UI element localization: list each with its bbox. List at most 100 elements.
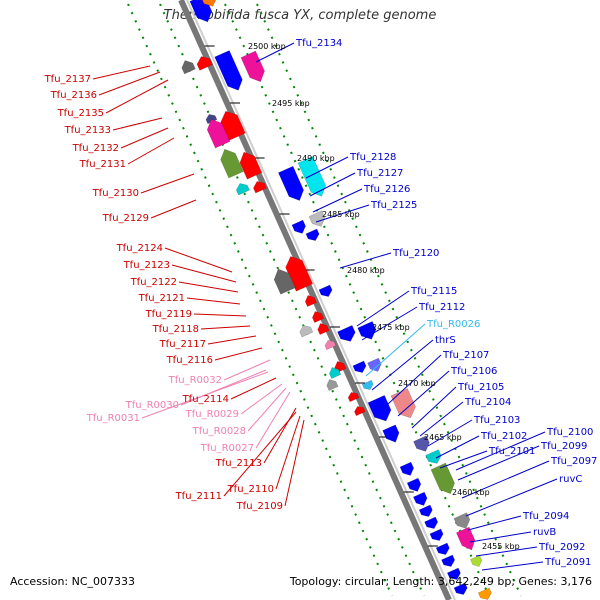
callout-line — [120, 127, 169, 149]
gene-label-tfu-2137: Tfu_2137 — [44, 74, 91, 85]
callout-line — [467, 515, 522, 531]
callout-line — [255, 391, 291, 449]
callout-line — [150, 199, 197, 219]
gene-label-tfu-2124: Tfu_2124 — [116, 243, 163, 254]
forward-gene-feature — [453, 582, 468, 595]
gene-label-tfu-2107: Tfu_2107 — [442, 350, 489, 361]
gene-label-tfu-2135: Tfu_2135 — [57, 108, 104, 119]
reverse-gene-feature — [220, 148, 244, 179]
reverse-gene-feature — [317, 323, 330, 335]
gene-label-tfu-2091: Tfu_2091 — [544, 557, 591, 568]
gene-label-tfu-r0027: Tfu_R0027 — [200, 443, 254, 454]
reverse-gene-feature — [239, 151, 263, 180]
reverse-gene-feature — [273, 268, 296, 295]
callout-line — [178, 281, 239, 293]
gene-label-tfu-2106: Tfu_2106 — [450, 366, 497, 377]
callout-lines — [92, 42, 558, 571]
gene-label-tfu-2092: Tfu_2092 — [538, 542, 585, 553]
track-guides — [127, 3, 522, 597]
forward-gene-feature — [367, 395, 392, 422]
callout-line — [171, 264, 237, 283]
forward-gene-feature — [337, 325, 356, 342]
reverse-gene-feature — [196, 56, 213, 71]
callout-line — [140, 173, 195, 194]
forward-gene-feature — [455, 526, 476, 551]
callout-line — [465, 478, 558, 517]
reverse-gene-feature — [253, 181, 267, 194]
scale-label: 2485 kbp — [322, 210, 360, 219]
outer-forward-guide — [256, 3, 522, 597]
reverse-gene-feature — [299, 325, 314, 338]
callout-line — [263, 407, 297, 464]
callout-line — [481, 561, 544, 571]
forward-gene-feature — [240, 50, 265, 83]
forward-gene-feature — [413, 435, 430, 452]
callout-line — [387, 354, 442, 405]
gene-label-tfu-2129: Tfu_2129 — [102, 213, 149, 224]
forward-gene-feature — [214, 50, 243, 91]
forward-gene-feature — [406, 477, 422, 492]
callout-line — [186, 297, 241, 305]
gene-label-tfu-2134: Tfu_2134 — [295, 38, 342, 49]
scale-label: 2490 kbp — [297, 154, 335, 163]
outer-reverse-guide — [127, 3, 393, 597]
scale-label: 2500 kbp — [248, 42, 286, 51]
inner-forward-guide — [224, 3, 490, 597]
gene-label-tfu-2118: Tfu_2118 — [152, 324, 199, 335]
scale-label: 2470 kbp — [398, 379, 436, 388]
callout-line — [214, 347, 263, 361]
callout-line — [365, 323, 426, 377]
gene-label-ruvc: ruvC — [559, 474, 582, 485]
gene-label-tfu-2109: Tfu_2109 — [236, 501, 283, 512]
callout-line — [247, 387, 287, 432]
callout-line — [105, 79, 169, 114]
reverse-gene-feature — [326, 379, 339, 391]
forward-gene-feature — [425, 449, 442, 464]
forward-gene-labels: Tfu_2134 Tfu_2128 Tfu_2127 Tfu_2126 Tfu_2125… — [295, 38, 597, 568]
gene-label-tfu-2110: Tfu_2110 — [227, 484, 274, 495]
gene-label-tfu-r0026: Tfu_R0026 — [426, 319, 480, 330]
gene-label-tfu-2130: Tfu_2130 — [92, 188, 139, 199]
gene-label-tfu-2121: Tfu_2121 — [138, 293, 185, 304]
callout-line — [475, 546, 538, 557]
callout-line — [240, 383, 283, 415]
gene-label-tfu-2105: Tfu_2105 — [457, 382, 504, 393]
callout-line — [164, 247, 233, 273]
callout-line — [98, 71, 161, 96]
reverse-gene-feature — [236, 183, 250, 196]
gene-label-tfu-2100: Tfu_2100 — [546, 427, 593, 438]
callout-line — [223, 411, 297, 497]
scale-label: 2480 kbp — [347, 266, 385, 275]
gene-label-tfu-2117: Tfu_2117 — [159, 339, 206, 350]
callout-line — [223, 359, 271, 381]
callout-line — [356, 290, 410, 327]
gene-label-tfu-2102: Tfu_2102 — [480, 431, 527, 442]
forward-gene-feature — [418, 504, 433, 517]
forward-gene-feature — [430, 462, 455, 495]
gene-label-tfu-2115: Tfu_2115 — [410, 286, 457, 297]
forward-gene-feature — [441, 554, 455, 567]
reverse-gene-feature — [324, 340, 337, 351]
callout-line — [461, 460, 550, 499]
forward-gene-feature — [318, 284, 333, 297]
gene-label-tfu-2099: Tfu_2099 — [540, 441, 587, 452]
callout-line — [469, 531, 532, 543]
scale-label: 2465 kbp — [424, 433, 462, 442]
forward-gene-feature — [308, 210, 326, 227]
callout-line — [92, 65, 151, 80]
callout-line — [230, 377, 277, 400]
gene-label-tfu-2131: Tfu_2131 — [79, 159, 126, 170]
gene-label-tfu-2122: Tfu_2122 — [130, 277, 177, 288]
gene-label-tfu-2132: Tfu_2132 — [72, 143, 119, 154]
callout-line — [419, 401, 464, 437]
gene-label-tfu-r0032: Tfu_R0032 — [168, 375, 222, 386]
reverse-gene-feature — [354, 406, 366, 417]
gene-label-tfu-2104: Tfu_2104 — [464, 397, 511, 408]
reverse-gene-feature — [304, 295, 317, 307]
gene-label-tfu-2133: Tfu_2133 — [64, 125, 111, 136]
gene-label-tfu-2101: Tfu_2101 — [488, 446, 535, 457]
gene-label-tfu-2125: Tfu_2125 — [370, 200, 417, 211]
forward-gene-feature — [382, 424, 400, 443]
reverse-gene-labels: Tfu_2137 Tfu_2136 Tfu_2135 Tfu_2133 Tfu_2132… — [44, 74, 283, 512]
